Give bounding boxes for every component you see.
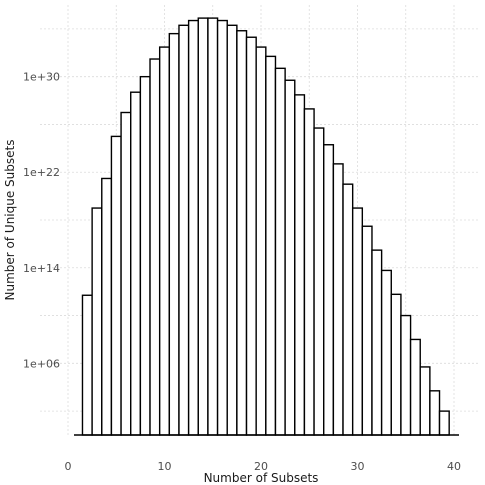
bar-33 bbox=[380, 269, 392, 436]
x-tick-label: 0 bbox=[65, 460, 72, 473]
bar-24 bbox=[294, 94, 306, 436]
bar-32 bbox=[371, 249, 383, 436]
bars bbox=[74, 17, 459, 436]
bar-12 bbox=[178, 24, 190, 436]
bar-36 bbox=[409, 338, 421, 436]
bar-10 bbox=[158, 46, 171, 436]
y-tick-label: 1e+30 bbox=[23, 71, 60, 84]
bar-22 bbox=[274, 67, 286, 436]
bar-4 bbox=[101, 177, 113, 436]
bar-13 bbox=[187, 19, 199, 436]
bar-39 bbox=[438, 410, 450, 436]
bar-11 bbox=[168, 32, 180, 436]
x-tick-label: 30 bbox=[351, 460, 365, 473]
y-axis-title: Number of Unique Subsets bbox=[3, 140, 17, 301]
bar-29 bbox=[342, 183, 354, 436]
bar-7 bbox=[130, 91, 142, 436]
bar-6 bbox=[120, 111, 132, 436]
x-tick-label: 40 bbox=[447, 460, 461, 473]
bar-18 bbox=[236, 30, 248, 436]
bar-31 bbox=[361, 225, 373, 436]
x-axis-title: Number of Subsets bbox=[204, 471, 319, 485]
bar-35 bbox=[400, 314, 412, 436]
bar-28 bbox=[332, 163, 344, 436]
bar-16 bbox=[216, 19, 228, 436]
bar-23 bbox=[284, 79, 296, 436]
bar-34 bbox=[390, 293, 402, 436]
bar-8 bbox=[139, 75, 151, 436]
bar-14 bbox=[197, 17, 209, 436]
y-tick-label: 1e+06 bbox=[23, 357, 60, 370]
bar-5 bbox=[110, 135, 122, 436]
x-tick-label: 20 bbox=[254, 460, 268, 473]
bar-25 bbox=[303, 108, 315, 436]
bar-15 bbox=[207, 17, 219, 436]
y-tick-label: 1e+14 bbox=[23, 262, 60, 275]
tick-labels: 0 10 20 30 40 1e+06 1e+14 1e+22 1e+30 bbox=[23, 71, 461, 473]
bar-26 bbox=[313, 127, 325, 436]
bar-38 bbox=[429, 390, 441, 436]
bar-37 bbox=[419, 366, 431, 436]
bar-19 bbox=[245, 36, 257, 436]
bar-17 bbox=[226, 24, 238, 436]
bar-9 bbox=[149, 58, 161, 436]
x-tick-label: 10 bbox=[158, 460, 172, 473]
bar-2 bbox=[81, 294, 93, 436]
bar-3 bbox=[91, 207, 103, 436]
y-tick-label: 1e+22 bbox=[23, 166, 60, 179]
bar-21 bbox=[265, 55, 277, 436]
bar-20 bbox=[255, 46, 267, 436]
bar-30 bbox=[351, 207, 364, 436]
bar-27 bbox=[323, 144, 335, 436]
